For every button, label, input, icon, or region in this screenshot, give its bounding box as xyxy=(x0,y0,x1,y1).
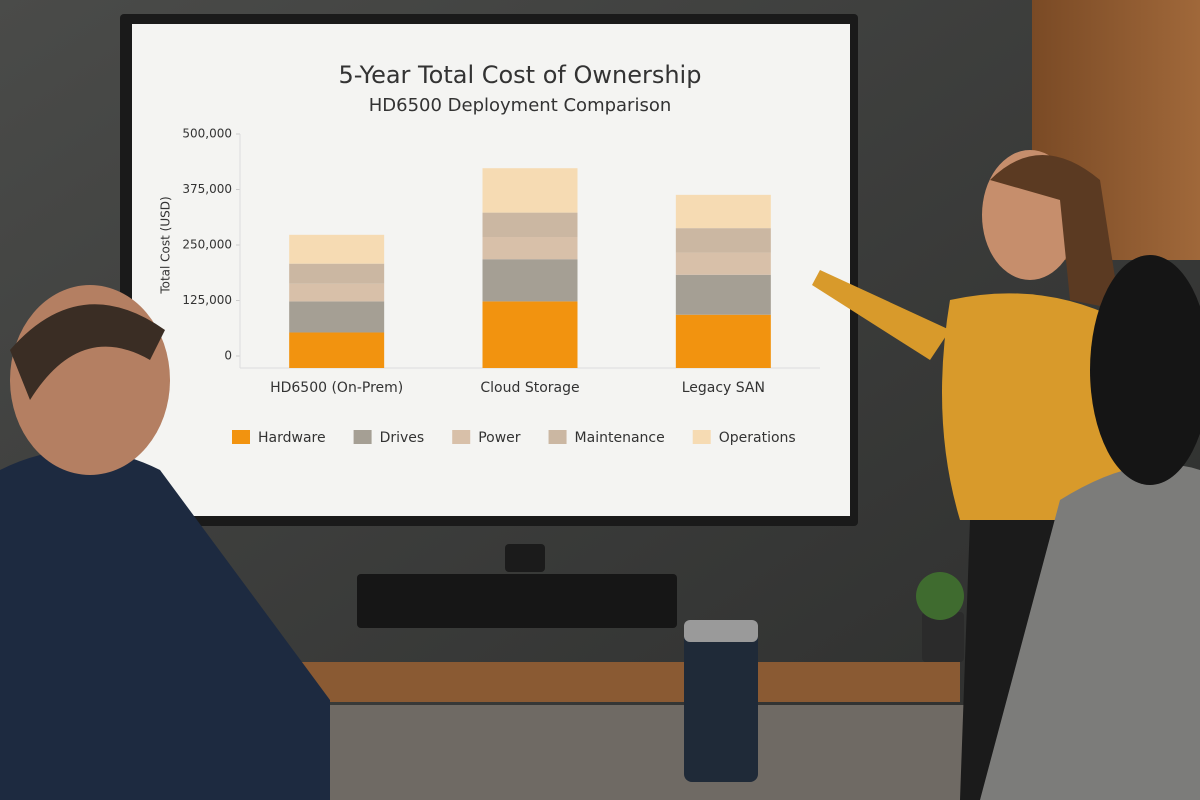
audience-right-body xyxy=(980,464,1200,800)
legend-label: Maintenance xyxy=(575,430,665,446)
credenza xyxy=(200,662,960,702)
tumbler-lid xyxy=(684,620,758,642)
soundbar xyxy=(357,574,677,628)
presenter-hair xyxy=(990,155,1120,310)
audience-left-hair xyxy=(10,304,165,400)
legend-swatch xyxy=(548,430,567,444)
bar-segment xyxy=(482,237,578,260)
legend-label: Power xyxy=(478,430,521,446)
y-tick-label: 500,000 xyxy=(182,127,232,141)
legend-swatch xyxy=(232,430,250,444)
table xyxy=(150,705,1200,800)
legend-swatch xyxy=(452,430,471,444)
bar-segment xyxy=(675,228,771,253)
y-tick-label: 250,000 xyxy=(182,238,232,252)
x-tick-label: HD6500 (On-Prem) xyxy=(270,380,403,396)
bar-segment xyxy=(482,301,578,368)
legend-label: Hardware xyxy=(258,430,326,446)
bar-segment xyxy=(289,263,385,284)
legend-swatch xyxy=(692,430,711,444)
tumbler xyxy=(684,620,758,782)
bar-segment xyxy=(482,168,578,213)
audience-left-body xyxy=(0,450,330,800)
chart-subtitle: HD6500 Deployment Comparison xyxy=(369,95,672,116)
y-tick-label: 125,000 xyxy=(182,293,232,307)
y-tick-label: 375,000 xyxy=(182,182,232,196)
y-tick-label: 0 xyxy=(224,349,232,363)
y-axis-label: Total Cost (USD) xyxy=(159,196,173,294)
bar-segment xyxy=(482,212,578,238)
camera xyxy=(505,544,545,572)
bar-segment xyxy=(482,259,578,302)
legend-label: Operations xyxy=(719,430,796,446)
chart-title: 5-Year Total Cost of Ownership xyxy=(339,61,702,89)
bar-segment xyxy=(675,194,771,229)
legend-label: Drives xyxy=(380,430,425,446)
plant-pot xyxy=(922,612,964,662)
bar-segment xyxy=(675,252,771,275)
bar-segment xyxy=(289,301,385,333)
bar-segment xyxy=(675,314,771,368)
plant xyxy=(916,572,964,620)
presenter-shirt xyxy=(942,293,1130,520)
bar-segment xyxy=(675,274,771,315)
presenter-arm xyxy=(812,270,950,360)
audience-right-hair xyxy=(1090,255,1200,485)
x-tick-label: Cloud Storage xyxy=(480,380,579,396)
x-tick-label: Legacy SAN xyxy=(682,380,765,396)
legend-swatch xyxy=(353,430,372,444)
bar-segment xyxy=(289,332,385,368)
bar-segment xyxy=(289,234,385,264)
bar-segment xyxy=(289,283,385,302)
